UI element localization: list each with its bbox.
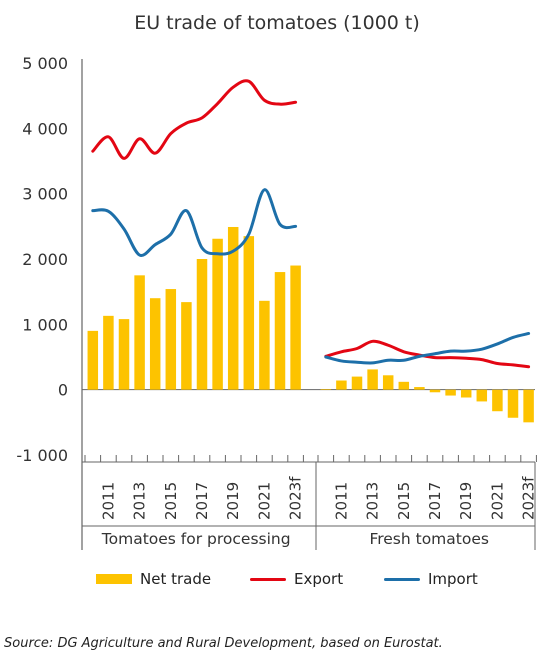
- bar-net-trade: [492, 389, 503, 412]
- x-tick-label: 2011: [332, 482, 350, 520]
- x-tick-label: 2021: [488, 482, 506, 520]
- bar-net-trade: [227, 226, 239, 390]
- legend-item-export: Export: [250, 570, 343, 588]
- bar-net-trade: [414, 387, 425, 390]
- x-tick-label: 2015: [162, 482, 180, 520]
- bar-net-trade: [149, 298, 161, 390]
- bar-net-trade: [398, 381, 410, 390]
- chart-legend: Net trade Export Import: [0, 570, 554, 590]
- legend-item-net-trade: Net trade: [96, 570, 211, 588]
- x-tick-label: 2017: [426, 482, 444, 520]
- group-label: Tomatoes for processing: [101, 530, 291, 548]
- group-label: Fresh tomatoes: [369, 530, 489, 548]
- bar-net-trade: [196, 259, 208, 390]
- series-line-import: [324, 331, 531, 365]
- bar-net-trade: [134, 275, 145, 390]
- source-note: Source: DG Agriculture and Rural Develop…: [4, 636, 443, 651]
- x-tick-label: 2015: [395, 482, 413, 520]
- bar-net-trade: [290, 265, 301, 390]
- x-tick-label: 2011: [99, 482, 117, 520]
- bar-net-trade: [274, 272, 286, 390]
- y-tick-label: 0: [58, 381, 68, 400]
- bar-net-trade: [118, 319, 130, 390]
- bar-net-trade: [212, 238, 223, 390]
- chart-title: EU trade of tomatoes (1000 t): [134, 12, 420, 34]
- legend-label-net-trade: Net trade: [140, 570, 212, 588]
- bar-net-trade: [367, 369, 378, 390]
- bar-net-trade: [445, 389, 456, 396]
- x-tick-label: 2021: [255, 482, 273, 520]
- bar-net-trade: [336, 380, 347, 390]
- series-line-import: [91, 188, 298, 257]
- y-tick-label: 2 000: [22, 250, 68, 269]
- legend-swatch-import: [384, 577, 420, 581]
- bar-net-trade: [523, 389, 534, 423]
- bar-net-trade: [243, 236, 255, 390]
- legend-item-import: Import: [384, 570, 478, 588]
- bar-net-trade: [476, 389, 488, 402]
- series-line-export: [91, 79, 298, 160]
- legend-swatch-net-trade: [96, 574, 132, 584]
- bar-net-trade: [351, 376, 363, 390]
- x-tick-label: 2013: [364, 482, 382, 520]
- y-tick-label: 1 000: [22, 315, 68, 334]
- y-tick-label: 3 000: [22, 185, 68, 204]
- legend-swatch-export: [250, 577, 286, 581]
- legend-label-import: Import: [428, 570, 478, 588]
- x-tick-label: 2013: [131, 482, 149, 520]
- bar-net-trade: [259, 300, 270, 390]
- x-tick-label: 2023f: [520, 476, 538, 520]
- x-tick-label: 2017: [193, 482, 211, 520]
- bar-net-trade: [460, 389, 472, 398]
- y-tick-label: -1 000: [16, 446, 68, 465]
- bar-net-trade: [87, 330, 99, 390]
- x-tick-label: 2019: [457, 482, 475, 520]
- bar-net-trade: [165, 289, 177, 390]
- x-tick-label: 2023f: [287, 476, 305, 520]
- bar-net-trade: [181, 302, 192, 390]
- bar-net-trade: [382, 375, 394, 390]
- bar-net-trade: [429, 389, 441, 393]
- series-line-export: [324, 339, 531, 369]
- legend-label-export: Export: [294, 570, 344, 588]
- bar-net-trade: [103, 315, 114, 390]
- x-tick-label: 2019: [224, 482, 242, 520]
- y-tick-label: 4 000: [22, 119, 68, 138]
- bar-net-trade: [320, 389, 332, 390]
- bar-net-trade: [507, 389, 519, 418]
- y-tick-label: 5 000: [22, 54, 68, 73]
